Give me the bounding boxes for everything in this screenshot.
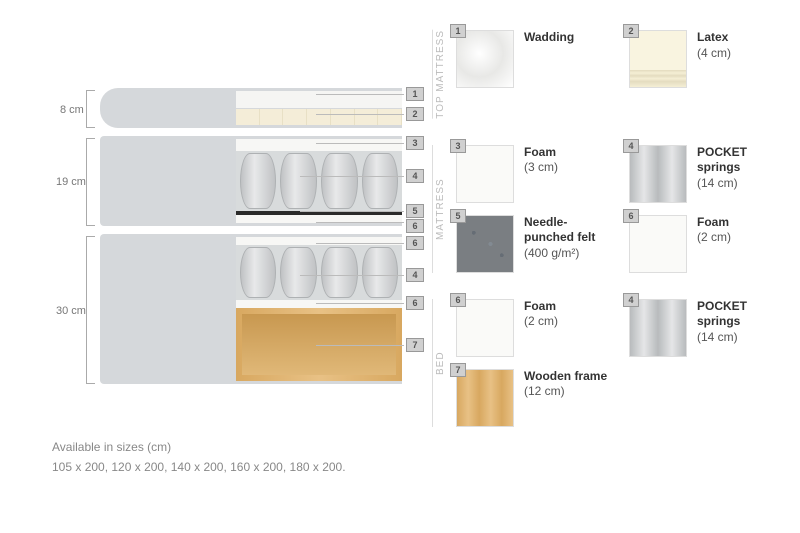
callout-5: 5 <box>406 204 424 218</box>
legend-item-detail: (400 g/m²) <box>524 246 609 262</box>
legend-item-detail: (12 cm) <box>524 384 607 400</box>
legend-number-badge: 2 <box>623 24 639 38</box>
legend-number-badge: 3 <box>450 139 466 153</box>
legend-item: 2Latex(4 cm) <box>629 30 782 119</box>
legend-item-name: Foam <box>697 215 731 231</box>
legend-item-name: Needle-punched felt <box>524 215 609 246</box>
legend-item: 6Foam(2 cm) <box>629 215 782 273</box>
legend-item-name: POCKET springs <box>697 299 782 330</box>
legend-number-badge: 7 <box>450 363 466 377</box>
legend: TOP MATTRESS 1Wadding2Latex(4 cm) MATTRESS… <box>432 30 782 453</box>
material-swatch <box>629 30 687 88</box>
callout-4: 4 <box>406 169 424 183</box>
material-swatch <box>456 299 514 357</box>
legend-group-label: TOP MATTRESS <box>432 30 448 119</box>
available-list: 105 x 200, 120 x 200, 140 x 200, 160 x 2… <box>52 460 346 474</box>
legend-item-name: Foam <box>524 299 558 315</box>
legend-group: MATTRESS 3Foam(3 cm) 4POCKET springs(14 cm… <box>432 145 782 273</box>
legend-group-label: MATTRESS <box>432 145 448 273</box>
callout-6c: 6 <box>406 296 424 310</box>
mattress-infographic: 8 cm 19 cm 30 cm <box>0 0 800 533</box>
cross-section-diagram <box>52 88 402 392</box>
legend-item-detail: (14 cm) <box>697 330 782 346</box>
legend-item-name: Foam <box>524 145 558 161</box>
layer-bed <box>52 234 402 384</box>
legend-item-name: POCKET springs <box>697 145 782 176</box>
legend-item-name: Wadding <box>524 30 574 46</box>
callout-7: 7 <box>406 338 424 352</box>
material-swatch <box>629 215 687 273</box>
legend-item-detail: (2 cm) <box>697 230 731 246</box>
legend-item-detail: (4 cm) <box>697 46 731 62</box>
legend-item-detail: (3 cm) <box>524 160 558 176</box>
legend-number-badge: 6 <box>623 209 639 223</box>
legend-item: 4POCKET springs(14 cm) <box>629 145 782 203</box>
material-swatch <box>456 215 514 273</box>
legend-item-detail: (14 cm) <box>697 176 782 192</box>
legend-number-badge: 4 <box>623 293 639 307</box>
legend-item-name: Wooden frame <box>524 369 607 385</box>
legend-item-detail: (2 cm) <box>524 314 558 330</box>
available-title: Available in sizes (cm) <box>52 440 346 454</box>
callout-3: 3 <box>406 136 424 150</box>
legend-item-name: Latex <box>697 30 731 46</box>
legend-number-badge: 4 <box>623 139 639 153</box>
legend-item: 1Wadding <box>456 30 609 119</box>
legend-item: 7Wooden frame(12 cm) <box>456 369 609 427</box>
callout-6b: 6 <box>406 236 424 250</box>
material-swatch <box>456 145 514 203</box>
material-swatch <box>629 299 687 357</box>
legend-number-badge: 1 <box>450 24 466 38</box>
legend-group: TOP MATTRESS 1Wadding2Latex(4 cm) <box>432 30 782 119</box>
material-swatch <box>456 369 514 427</box>
callout-1: 1 <box>406 87 424 101</box>
material-swatch <box>629 145 687 203</box>
legend-number-badge: 6 <box>450 293 466 307</box>
callout-4b: 4 <box>406 268 424 282</box>
material-swatch <box>456 30 514 88</box>
legend-item: 4POCKET springs(14 cm) <box>629 299 782 357</box>
callout-6a: 6 <box>406 219 424 233</box>
layer-mattress <box>52 136 402 226</box>
legend-group-label: BED <box>432 299 448 427</box>
legend-group: BED6Foam(2 cm)4POCKET springs(14 cm)7Woo… <box>432 299 782 427</box>
legend-item: 3Foam(3 cm) <box>456 145 609 203</box>
available-sizes: Available in sizes (cm) 105 x 200, 120 x… <box>52 440 346 474</box>
legend-item: 6Foam(2 cm) <box>456 299 609 357</box>
legend-item: 5Needle-punched felt(400 g/m²) <box>456 215 609 273</box>
callout-2: 2 <box>406 107 424 121</box>
legend-number-badge: 5 <box>450 209 466 223</box>
